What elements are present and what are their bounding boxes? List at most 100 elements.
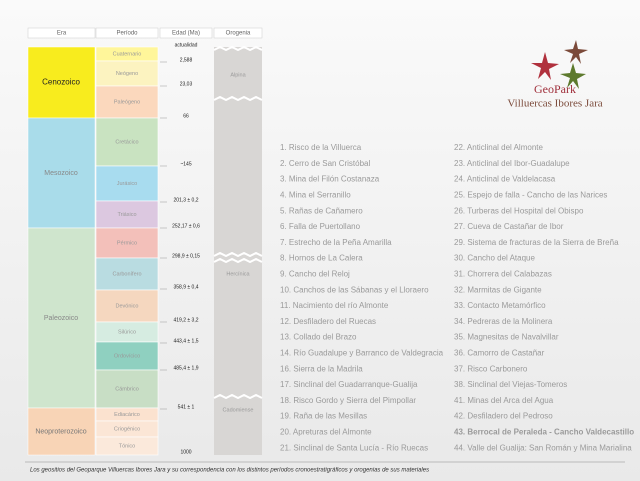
period-cell xyxy=(95,289,159,323)
age-label: 2,588 xyxy=(180,57,193,63)
site-item: 19. Raña de las Mesillas xyxy=(280,412,367,421)
age-label: 252,17 ± 0,6 xyxy=(172,223,200,229)
age-label: ~145 xyxy=(180,161,191,167)
site-item: 34. Pedreras de la Molinera xyxy=(454,317,553,326)
age-label: 443,4 ± 1,5 xyxy=(174,338,199,344)
site-item: 20. Apreturas del Almonte xyxy=(280,428,372,437)
period-label: Ediacárico xyxy=(114,412,140,418)
site-item: 1. Risco de la Villuerca xyxy=(280,143,362,152)
orogeny-bar xyxy=(214,47,262,455)
orogeny-label: Alpina xyxy=(230,72,246,78)
logo-subtitle: Villuercas Ibores Jara xyxy=(507,98,602,110)
site-item: 35. Magnesitas de Navalvillar xyxy=(454,333,559,342)
site-item: 12. Desfiladero del Ruecas xyxy=(280,317,376,326)
period-label: Pérmico xyxy=(117,240,137,246)
era-label: Mesozoico xyxy=(44,170,78,177)
site-item: 36. Camorro de Castañar xyxy=(454,349,545,358)
age-label: 1000 xyxy=(180,449,191,455)
site-item: 43. Berrocal de Peraleda - Cancho Valdec… xyxy=(454,428,634,437)
header-label: Período xyxy=(116,31,138,37)
site-item: 29. Sistema de fracturas de la Sierra de… xyxy=(454,238,619,247)
site-item: 14. Río Guadalupe y Barranco de Valdegra… xyxy=(280,349,444,358)
era-label: Neoproterozoico xyxy=(35,428,86,435)
age-label: 298,9 ± 0,15 xyxy=(172,253,200,259)
site-item: 38. Sinclinal del Viejas-Tomeros xyxy=(454,380,567,389)
site-item: 7. Estrecho de la Peña Amarilla xyxy=(280,238,392,247)
header-label: Orogenia xyxy=(226,31,251,37)
site-item: 16. Sierra de la Madrila xyxy=(280,364,363,373)
orogeny-label: Hercínica xyxy=(226,271,250,277)
age-label: 419,2 ± 3,2 xyxy=(174,317,199,323)
period-cell xyxy=(95,117,159,167)
site-item: 2. Cerro de San Cristóbal xyxy=(280,159,370,168)
age-label: actualidad xyxy=(175,42,198,48)
period-label: Devónico xyxy=(116,303,139,309)
period-label: Carbonífero xyxy=(112,271,141,277)
era-cell xyxy=(27,117,96,229)
site-item: 37. Risco Carbonero xyxy=(454,364,528,373)
header-cell xyxy=(159,27,213,39)
period-label: Cuaternario xyxy=(113,51,142,57)
era-cell xyxy=(27,407,96,456)
period-cell xyxy=(95,165,159,202)
period-label: Paleógeno xyxy=(114,99,140,105)
site-item: 11. Nacimiento del río Almonte xyxy=(280,301,389,310)
site-item: 6. Falla de Puertollano xyxy=(280,222,361,231)
logo-title: GeoPark xyxy=(534,82,576,96)
age-label: 201,3 ± 0,2 xyxy=(174,197,199,203)
period-label: Neógeno xyxy=(116,71,138,77)
site-item: 25. Espejo de falla - Cancho de las Nari… xyxy=(454,191,607,200)
site-item: 22. Anticlinal del Almonte xyxy=(454,143,543,152)
site-item: 17. Sinclinal del Guadarranque-Gualija xyxy=(280,380,418,389)
period-cell xyxy=(95,200,159,229)
period-label: Criogénico xyxy=(114,426,140,432)
header-cell xyxy=(213,27,263,39)
header-label: Era xyxy=(57,31,67,37)
period-label: Cretácico xyxy=(115,139,138,145)
site-item: 42. Desfiladero del Pedroso xyxy=(454,412,553,421)
site-item: 44. Valle del Gualija: San Román y Mina … xyxy=(454,443,632,452)
site-item: 9. Cancho del Reloj xyxy=(280,270,350,279)
site-item: 3. Mina del Filón Costanaza xyxy=(280,175,380,184)
era-cell xyxy=(27,227,96,409)
era-label: Cenozoico xyxy=(42,78,80,87)
period-label: Tónico xyxy=(119,443,136,449)
site-item: 24. Anticlinal de Valdelacasa xyxy=(454,175,556,184)
site-item: 13. Collado del Brazo xyxy=(280,333,357,342)
site-item: 4. Mina el Serranillo xyxy=(280,191,351,200)
age-label: 541 ± 1 xyxy=(178,404,195,410)
period-label: Silúrico xyxy=(118,329,136,335)
era-label: Paleozoico xyxy=(44,315,78,322)
period-cell xyxy=(95,369,159,409)
site-item: 21. Sinclinal de Santa Lucía - Río Rueca… xyxy=(280,443,428,452)
site-item: 8. Hornos de La Calera xyxy=(280,254,363,263)
age-label: 358,9 ± 0,4 xyxy=(174,284,199,290)
header-cell xyxy=(95,27,159,39)
site-item: 27. Cueva de Castañar de Ibor xyxy=(454,222,564,231)
orogeny-break xyxy=(213,95,263,102)
age-label: 485,4 ± 1,9 xyxy=(174,365,199,371)
site-item: 33. Contacto Metamórfico xyxy=(454,301,546,310)
header-cell xyxy=(27,27,96,39)
orogeny-break xyxy=(213,257,263,264)
orogeny-label: Cadomiense xyxy=(223,407,254,413)
orogeny-break xyxy=(213,393,263,400)
period-label: Jurásico xyxy=(117,181,137,187)
period-label: Triásico xyxy=(117,212,136,218)
period-cell xyxy=(95,436,159,456)
period-cell xyxy=(95,227,159,259)
era-cell xyxy=(27,46,96,119)
site-item: 41. Minas del Arca del Agua xyxy=(454,396,554,405)
age-label: 66 xyxy=(183,113,189,119)
orogeny-break xyxy=(213,45,263,52)
site-item: 5. Rañas de Cañamero xyxy=(280,206,363,215)
age-label: 23,03 xyxy=(180,81,193,87)
site-item: 10. Canchos de las Sábanas y el Lloraero xyxy=(280,285,429,294)
logo: GeoPark Villuercas Ibores Jara xyxy=(507,40,603,110)
site-item: 18. Risco Gordo y Sierra del Pimpollar xyxy=(280,396,416,405)
period-cell xyxy=(95,257,159,291)
site-item: 32. Marmitas de Gigante xyxy=(454,285,542,294)
period-label: Ordovícico xyxy=(114,353,140,359)
site-item: 23. Anticlinal del Ibor-Guadalupe xyxy=(454,159,570,168)
